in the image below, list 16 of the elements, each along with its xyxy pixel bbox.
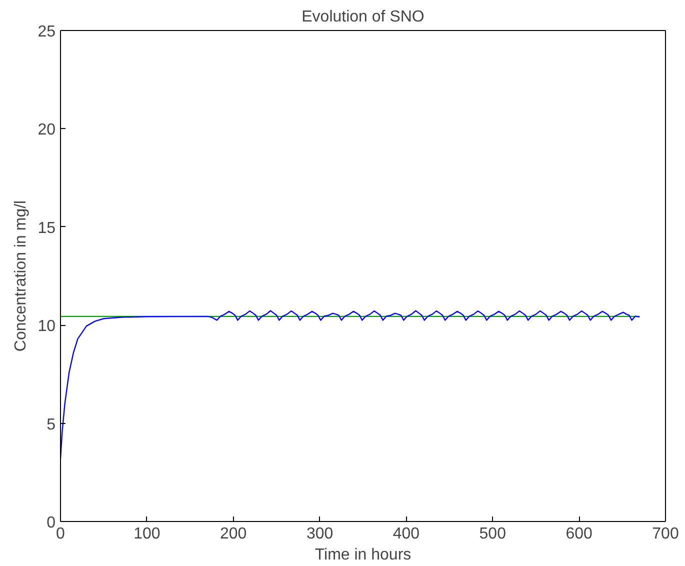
x-tick-label: 400 <box>392 526 420 542</box>
y-tick-label: 20 <box>38 122 56 139</box>
x-tick-label: 300 <box>306 526 334 542</box>
chart-title: Evolution of SNO <box>302 8 424 26</box>
y-tick-label: 10 <box>38 318 56 336</box>
x-tick-label: 700 <box>652 526 679 542</box>
x-axis-title: Time in hours <box>314 546 412 564</box>
x-tick-label: 600 <box>566 526 593 542</box>
y-tick-label: 5 <box>46 416 56 434</box>
x-tick-label: 500 <box>479 526 506 542</box>
y-tick-label: 25 <box>38 24 56 40</box>
y-axis-title: Concentration in mg/l <box>12 200 30 352</box>
x-tick-label: 200 <box>220 526 247 542</box>
y-tick-label: 0 <box>46 514 56 532</box>
y-tick-label: 15 <box>38 220 56 237</box>
x-tick-label: 100 <box>134 526 160 542</box>
